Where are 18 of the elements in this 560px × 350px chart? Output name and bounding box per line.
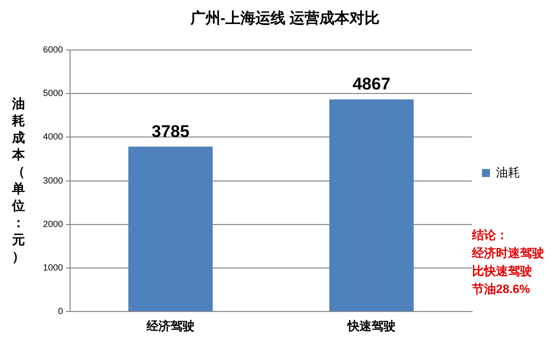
annotation: 节油28.6% [472, 281, 532, 298]
chart-title: 广州-上海运线 运营成本对比 [189, 9, 380, 28]
annotation: 经济时速驾驶 [472, 245, 544, 262]
y-tick-label: 6000 [42, 44, 64, 54]
y-tick-label: 2000 [42, 218, 64, 229]
data-label: 4867 [352, 74, 390, 94]
legend-label: 油耗 [496, 165, 520, 180]
data-label: 3785 [152, 122, 190, 141]
y-tick-label: 4000 [42, 132, 64, 142]
y-tick-label: 5000 [42, 88, 64, 98]
annotation: 比快速驾驶 [472, 263, 533, 280]
x-tick-label: 快速驾驶 [346, 319, 396, 334]
y-tick-label: 3000 [42, 175, 64, 186]
text: 油耗成本（单位：元） [12, 96, 25, 264]
annotation: 结论： [472, 227, 509, 244]
y-tick-label: 1000 [42, 262, 64, 272]
y-tick-label: 0 [58, 306, 64, 316]
x-tick-label: 经济驾驶 [146, 319, 195, 334]
